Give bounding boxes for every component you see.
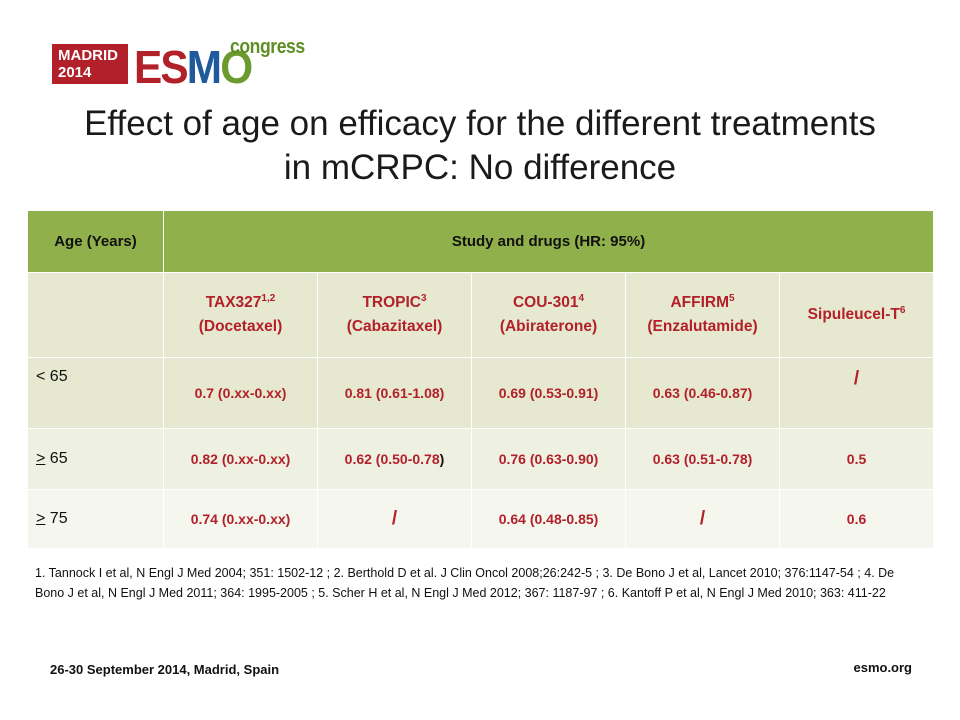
slide-title: Effect of age on efficacy for the differ… (40, 102, 920, 190)
header-study-drugs: Study and drugs (HR: 95%) (162, 210, 935, 273)
title-line-1: Effect of age on efficacy for the differ… (84, 104, 876, 143)
congress-wordmark: congress (230, 36, 305, 58)
age-value: 65 (45, 368, 68, 385)
ref-superscript: 4 (578, 292, 585, 304)
age-operator: > (36, 450, 46, 467)
table-row: > 75 0.74 (0.xx-0.xx) / 0.64 (0.48-0.85)… (27, 489, 935, 549)
brand-letter-e: E (134, 41, 162, 93)
header-age: Age (Years) (27, 210, 164, 273)
drug-name: (Cabazitaxel) (346, 318, 443, 335)
drug-name: (Enzalutamide) (647, 318, 758, 335)
drug-header-cou301: COU-3014 (Abiraterone) (471, 272, 626, 358)
table-row: > 65 0.82 (0.xx-0.xx) 0.62 (0.50-0.78) 0… (27, 428, 935, 490)
study-name: TROPIC (362, 294, 421, 311)
hr-cell: 0.69 (0.53-0.91) (471, 357, 626, 429)
hr-cell: / (778, 357, 935, 429)
city-label: MADRID (58, 47, 118, 64)
footer-date-location: 26-30 September 2014, Madrid, Spain (50, 662, 280, 677)
esmo-wordmark: ESMO (134, 44, 253, 90)
hr-cell: 0.81 (0.61-1.08) (317, 357, 472, 429)
drug-header-tropic: TROPIC3 (Cabazitaxel) (317, 272, 472, 358)
hr-cell: / (625, 489, 780, 549)
study-name: TAX327 (205, 294, 262, 311)
references: 1. Tannock I et al, N Engl J Med 2004; 3… (35, 566, 895, 600)
age-operator: < (36, 368, 46, 385)
age-cell: > 75 (27, 489, 164, 549)
title-line-2: in mCRPC: No difference (283, 148, 677, 187)
table-row: < 65 0.7 (0.xx-0.xx) 0.81 (0.61-1.08) 0.… (27, 357, 935, 429)
age-cell: > 65 (27, 428, 164, 490)
drug-name: (Abiraterone) (499, 318, 598, 335)
hr-cell: 0.7 (0.xx-0.xx) (163, 357, 318, 429)
drug-header-row: TAX3271,2 (Docetaxel) TROPIC3 (Cabazitaxel… (27, 272, 935, 358)
hr-value-suffix: ) (439, 451, 445, 467)
hr-cell: 0.63 (0.46-0.87) (625, 357, 780, 429)
age-value: 75 (45, 510, 68, 527)
study-name: Sipuleucel-T (807, 306, 900, 323)
study-name: AFFIRM (670, 294, 729, 311)
footer-website: esmo.org (853, 660, 912, 675)
hr-cell: 0.6 (778, 489, 935, 549)
age-value: 65 (45, 450, 68, 467)
hr-cell: / (317, 489, 472, 549)
drug-header-affirm: AFFIRM5 (Enzalutamide) (625, 272, 780, 358)
ref-superscript: 1,2 (261, 292, 276, 304)
hr-cell: 0.76 (0.63-0.90) (471, 428, 626, 490)
hr-cell: 0.64 (0.48-0.85) (471, 489, 626, 549)
table-header-row: Age (Years) Study and drugs (HR: 95%) (27, 210, 935, 273)
age-operator: > (36, 510, 46, 527)
madrid-2014-badge: MADRID 2014 (52, 44, 128, 84)
hr-cell: 0.82 (0.xx-0.xx) (163, 428, 318, 490)
brand-letter-m: M (186, 41, 222, 93)
drug-header-tax327: TAX3271,2 (Docetaxel) (163, 272, 318, 358)
drug-header-sipuleucel: Sipuleucel-T6 (778, 272, 935, 358)
ref-superscript: 6 (899, 304, 906, 316)
hr-cell: 0.62 (0.50-0.78) (317, 428, 472, 490)
year-label: 2014 (58, 64, 92, 81)
hr-cell: 0.63 (0.51-0.78) (625, 428, 780, 490)
hr-cell: 0.5 (778, 428, 935, 490)
ref-superscript: 5 (728, 292, 735, 304)
efficacy-table: Age (Years) Study and drugs (HR: 95%) TA… (27, 210, 935, 549)
esmo-congress-logo: MADRID 2014 ESMO congress (52, 36, 324, 90)
drug-name: (Docetaxel) (198, 318, 283, 335)
age-cell: < 65 (27, 357, 164, 429)
hr-cell: 0.74 (0.xx-0.xx) (163, 489, 318, 549)
brand-letter-o: O (220, 41, 253, 93)
ref-superscript: 3 (421, 292, 427, 304)
hr-value: 0.62 (0.50-0.78 (344, 451, 440, 467)
study-name: COU-301 (512, 294, 579, 311)
brand-letter-s: S (160, 41, 188, 93)
empty-cell (27, 272, 164, 358)
